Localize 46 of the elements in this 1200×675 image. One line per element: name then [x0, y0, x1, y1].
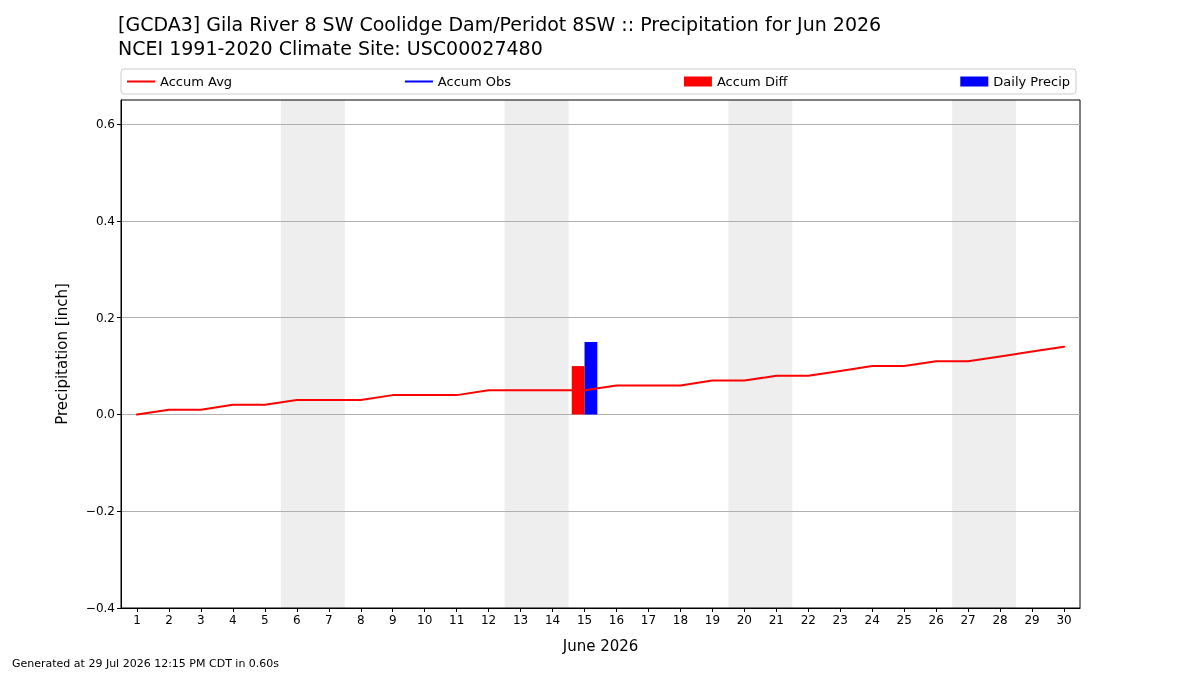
y-tick-label: 0.2 [95, 310, 115, 325]
x-tick-label: 8 [356, 613, 365, 627]
y-tick-label: −0.2 [85, 504, 115, 519]
text: Generated at 29 Jul 2026 12:15 PM CDT in 0.60s [12, 657, 280, 670]
x-tick-label: 18 [672, 613, 689, 627]
y-tick-label: 0.4 [95, 213, 115, 228]
x-tick-label: 28 [992, 613, 1008, 627]
x-tick-label: 25 [896, 613, 912, 627]
line-series [135, 345, 1066, 416]
x-axis-title: June 2026 [561, 636, 639, 655]
y-axis-title: Precipitation [inch] [52, 283, 71, 425]
legend-label: Daily Precip [993, 74, 1071, 89]
x-tick-label: 23 [832, 613, 848, 627]
x-tick-label: 1 [133, 613, 141, 627]
x-tick-label: 11 [449, 613, 465, 627]
x-tick-label: 14 [544, 613, 561, 627]
legend-label: Accum Obs [437, 74, 512, 89]
x-tick-label: 5 [261, 613, 269, 627]
x-tick-label: 29 [1024, 613, 1040, 627]
x-tick-label: 22 [800, 613, 816, 627]
chart-title: [GCDA3] Gila River 8 SW Coolidge Dam/Peridot 8SW :: Precipitation for Jun 2026 [118, 12, 882, 35]
legend-label: Accum Avg [160, 74, 233, 89]
y-tick-label: 0.0 [95, 407, 115, 422]
x-tick-label: 10 [417, 613, 433, 627]
x-tick-label: 17 [640, 613, 657, 627]
x-tick-label: 4 [229, 613, 237, 627]
x-tick-label: 20 [736, 613, 752, 627]
x-tick-label: 26 [928, 613, 944, 627]
x-tick-label: 12 [480, 613, 497, 627]
x-tick-label: 2 [165, 613, 173, 627]
x-tick-label: 16 [608, 613, 625, 627]
y-tick-label: −0.4 [85, 601, 115, 615]
legend-label: Accum Diff [716, 74, 789, 89]
x-tick-label: 21 [768, 613, 784, 627]
x-tick-label: 6 [293, 613, 301, 627]
x-tick-label: 19 [704, 613, 721, 627]
x-tick-label: 9 [388, 613, 397, 627]
x-tick-label: 24 [864, 613, 880, 627]
x-tick-label: 13 [512, 613, 529, 627]
x-tick-label: 3 [197, 613, 205, 627]
x-tick-label: 7 [324, 613, 333, 627]
x-tick-label: 27 [960, 613, 976, 627]
x-tick-label: 15 [576, 613, 593, 627]
chart-subtitle: NCEI 1991-2020 Climate Site: USC00027480 [118, 36, 543, 59]
x-tick-label: 30 [1056, 613, 1072, 627]
y-tick-label: 0.6 [95, 117, 115, 132]
